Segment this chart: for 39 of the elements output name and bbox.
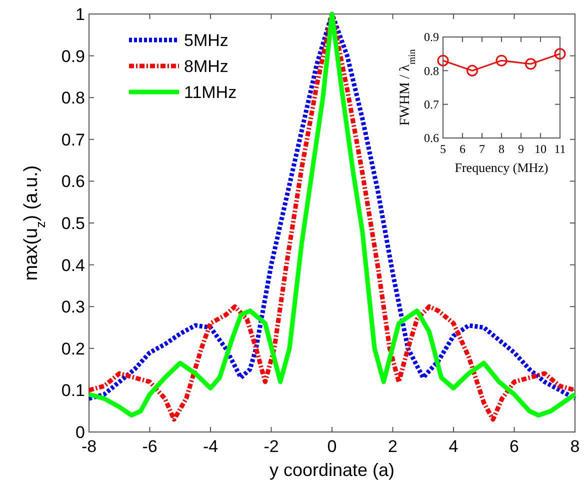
x-tick-label: 0 (327, 437, 337, 456)
x-tick-label: 2 (388, 437, 398, 456)
y-tick-label: 0.7 (61, 130, 85, 150)
y-tick-label: 0.3 (61, 298, 85, 317)
y-tick-label: 0.1 (61, 381, 85, 400)
x-tick-label: 6 (510, 437, 519, 456)
y-tick-label: 0.8 (424, 64, 439, 78)
y-tick-label: 0.6 (61, 172, 85, 192)
x-tick-label: 10 (534, 142, 546, 156)
y-tick-label: 0.8 (61, 88, 85, 108)
x-tick-label: 8 (498, 142, 504, 156)
y-tick-label: 1 (76, 4, 85, 24)
y-tick-label: 0.9 (424, 30, 439, 44)
x-tick-label: 6 (460, 142, 466, 156)
y-tick-label: 0.5 (61, 214, 85, 233)
point (525, 58, 536, 70)
x-axis-title: Frequency (MHz) (454, 160, 548, 175)
point (437, 54, 449, 66)
x-tick-label: 7 (479, 142, 485, 156)
x-tick-label: 5 (440, 142, 446, 156)
point (554, 48, 566, 60)
y-tick-label: 0.6 (424, 131, 439, 146)
legend-label: 8MHz (184, 56, 228, 76)
y-tick-label: 0.4 (61, 256, 85, 275)
legend-label: 11MHz (184, 82, 237, 102)
y-tick-label: 0.7 (424, 98, 439, 112)
y-tick-label: 0.2 (61, 339, 85, 358)
x-tick-label: -2 (264, 437, 279, 456)
x-tick-label: 9 (518, 142, 524, 156)
x-axis-title: y coordinate (a) (269, 460, 395, 480)
x-tick-label: 11 (554, 142, 566, 156)
x-tick-label: 4 (448, 437, 458, 456)
x-tick-label: 8 (570, 437, 580, 456)
point (466, 64, 478, 76)
x-tick-label: -6 (142, 437, 158, 456)
x-tick-label: -4 (202, 437, 218, 456)
y-tick-label: 0.9 (61, 46, 85, 66)
legend-label: 5MHz (184, 30, 228, 50)
point (496, 54, 508, 66)
